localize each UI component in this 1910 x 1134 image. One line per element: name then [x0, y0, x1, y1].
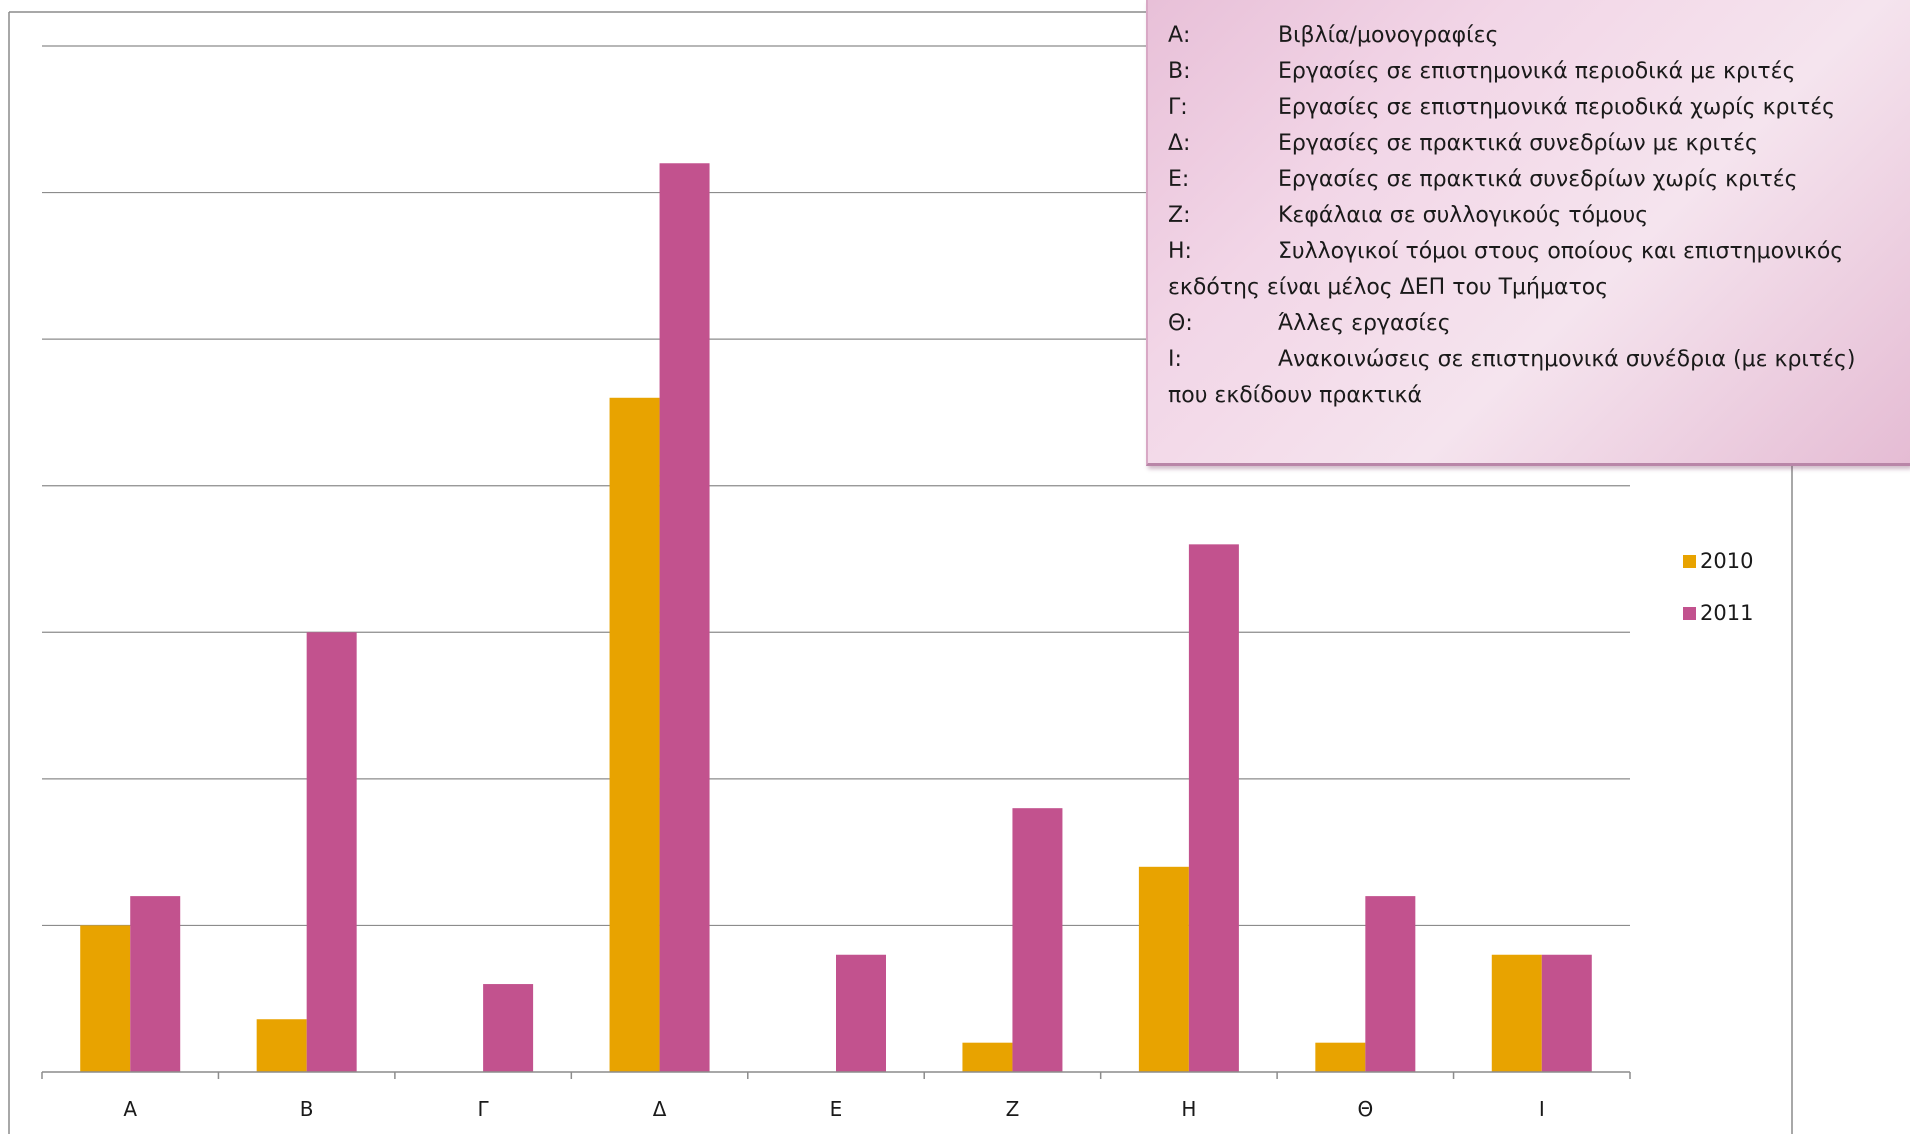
- category-legend-line: εκδότης είναι μέλος ΔΕΠ του Τμήματος: [1168, 270, 1898, 306]
- x-tick-label: Γ: [478, 1097, 490, 1121]
- legend-text: Βιβλία/μονογραφίες: [1278, 23, 1499, 48]
- bar-2011-Ζ: [1012, 808, 1063, 1072]
- legend-key: Ζ:: [1168, 203, 1191, 228]
- bar-2010-Θ: [1315, 1042, 1366, 1072]
- legend-key: Β:: [1168, 59, 1191, 84]
- legend-text: Άλλες εργασίες: [1278, 311, 1451, 336]
- legend-text: Κεφάλαια σε συλλογικούς τόμους: [1278, 203, 1649, 228]
- bar-2011-Β: [306, 632, 357, 1072]
- chart-frame-lines: [8, 11, 1793, 1134]
- bar-2011-Α: [130, 896, 181, 1072]
- legend-text: Εργασίες σε επιστημονικά περιοδικά με κρ…: [1278, 59, 1796, 84]
- legend-label-2011: 2011: [1700, 601, 1754, 625]
- category-legend-line: Γ: Εργασίες σε επιστημονικά περιοδικά χωρ…: [1168, 90, 1898, 126]
- bar-2011-Δ: [659, 163, 710, 1072]
- legend-key: Δ:: [1168, 131, 1191, 156]
- legend-key: Θ:: [1168, 311, 1193, 336]
- category-legend-line: Ζ: Κεφάλαια σε συλλογικούς τόμους: [1168, 198, 1898, 234]
- bar-2011-Γ: [483, 984, 534, 1072]
- legend-swatch-2011: [1683, 606, 1696, 620]
- category-legend-line: Δ: Εργασίες σε πρακτικά συνεδρίων με κριτ…: [1168, 126, 1898, 162]
- category-legend-line: Ε: Εργασίες σε πρακτικά συνεδρίων χωρίς κ…: [1168, 162, 1898, 198]
- bar-2011-Ε: [836, 954, 886, 1072]
- bar-2010-Α: [80, 925, 131, 1072]
- legend-label-2010: 2010: [1700, 549, 1754, 573]
- legend-item-2010: 2010: [1683, 535, 1753, 587]
- x-tick-label: Θ: [1357, 1097, 1373, 1121]
- category-legend-line: που εκδίδουν πρακτικά: [1168, 378, 1898, 414]
- category-legend-line: Β: Εργασίες σε επιστημονικά περιοδικά με …: [1168, 54, 1898, 90]
- legend-text: Ανακοινώσεις σε επιστημονικά συνέδρια (μ…: [1278, 347, 1856, 372]
- x-tick-label: Η: [1181, 1097, 1196, 1121]
- x-tick-labels: Α Β Γ Δ Ε Ζ Η Θ Ι: [123, 1097, 1544, 1121]
- x-tick-label: Ε: [830, 1097, 843, 1121]
- bar-2011-Θ: [1365, 896, 1416, 1072]
- legend-swatch-2010: [1683, 554, 1696, 568]
- bar-2011-Η: [1188, 544, 1239, 1072]
- legend-key: Η:: [1168, 239, 1192, 264]
- x-tick-label: Ι: [1539, 1097, 1545, 1121]
- legend-text: Εργασίες σε επιστημονικά περιοδικά χωρίς…: [1278, 95, 1836, 120]
- legend-text: εκδότης είναι μέλος ΔΕΠ του Τμήματος: [1168, 275, 1609, 300]
- legend-key: Ε:: [1168, 167, 1190, 192]
- x-tick-label: Δ: [653, 1097, 667, 1121]
- x-tick-label: Ζ: [1006, 1097, 1020, 1121]
- x-axis: [41, 1071, 1631, 1079]
- category-legend-line: Α: Βιβλία/μονογραφίες: [1168, 18, 1898, 54]
- x-tick-label: Β: [300, 1097, 314, 1121]
- legend-key: Γ:: [1168, 95, 1188, 120]
- legend-text: που εκδίδουν πρακτικά: [1168, 383, 1422, 408]
- bar-2010-Ζ: [962, 1042, 1013, 1072]
- legend-item-2011: 2011: [1683, 587, 1753, 639]
- bar-2010-Η: [1138, 866, 1189, 1072]
- category-legend-line: Θ: Άλλες εργασίες: [1168, 306, 1898, 342]
- bar-2011-Ι: [1541, 954, 1592, 1072]
- legend-text: Συλλογικοί τόμοι στους οποίους και επιστ…: [1278, 239, 1844, 264]
- bar-2010-Ι: [1491, 954, 1542, 1072]
- category-legend-line: Η: Συλλογικοί τόμοι στους οποίους και επι…: [1168, 234, 1898, 270]
- series-legend: 2010 2011: [1683, 535, 1753, 639]
- x-tick-label: Α: [123, 1097, 137, 1121]
- legend-key: Α:: [1168, 23, 1191, 48]
- category-legend-line: Ι: Ανακοινώσεις σε επιστημονικά συνέδρια …: [1168, 342, 1898, 378]
- bar-2010-Δ: [609, 397, 660, 1072]
- bar-2010-Β: [256, 1019, 307, 1072]
- legend-text: Εργασίες σε πρακτικά συνεδρίων με κριτές: [1278, 131, 1758, 156]
- category-legend-box: Α: Βιβλία/μονογραφίες Β: Εργασίες σε επιστ…: [1146, 0, 1910, 466]
- legend-key: Ι:: [1168, 347, 1182, 372]
- bars: [80, 163, 1592, 1072]
- legend-text: Εργασίες σε πρακτικά συνεδρίων χωρίς κρι…: [1278, 167, 1798, 192]
